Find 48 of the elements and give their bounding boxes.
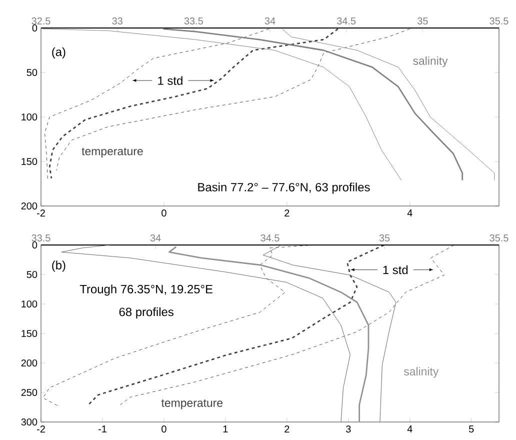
y-tick-label: 300	[21, 418, 38, 426]
x-tick-label: 3	[346, 426, 351, 433]
x2-tick-label: 34	[264, 17, 276, 24]
x2-tick-label: 35.5	[490, 17, 508, 24]
x2-tick-label: 35	[418, 17, 428, 24]
x2-tick-label: 35.5	[490, 234, 508, 242]
y-tick-label: 50	[26, 270, 38, 278]
x-tick-label: 2	[284, 210, 290, 216]
text: temperature	[161, 399, 223, 410]
text: salinity	[404, 367, 439, 378]
annotation: (a)	[52, 47, 66, 58]
x2-tick-label: 34.5	[337, 17, 356, 24]
x-tick-label: 4	[407, 210, 412, 216]
x2-tick-label: 35	[379, 234, 390, 242]
y-tick-label: 150	[22, 330, 38, 338]
x-tick-label: 0	[162, 426, 166, 433]
y-tick-label: 0	[32, 241, 38, 249]
x-tick-label: 4	[407, 426, 412, 432]
annotation: (b)	[52, 260, 66, 272]
annotation: Basin 77.2° – 77.6°N, 63 profiles	[198, 182, 370, 194]
text: salinity	[413, 56, 448, 68]
y-tick-label: 200	[21, 202, 38, 210]
x2-tick-label: 33	[112, 17, 122, 24]
y-tick-label: 100	[22, 113, 38, 121]
annotation: 1 std	[383, 265, 408, 274]
annotation: 1 std	[158, 76, 182, 85]
line-series	[48, 28, 339, 180]
x-tick-label: 5	[468, 426, 474, 432]
y-tick-label: 0	[32, 24, 38, 32]
x-tick-label: 2	[284, 426, 290, 432]
x-tick-label: -2	[37, 210, 45, 216]
x2-tick-label: 33.5	[32, 234, 50, 242]
x-tick-label: 0	[162, 210, 166, 217]
annotation: Trough 76.35°N, 19.25°E	[80, 284, 212, 296]
x-tick-label: -1	[98, 426, 106, 432]
y-tick-label: 250	[21, 388, 38, 396]
y-tick-label: 100	[22, 300, 38, 308]
y-tick-label: 200	[21, 359, 38, 367]
x2-tick-label: 33.5	[184, 17, 203, 24]
x2-tick-label: 34.5	[260, 234, 280, 242]
x-tick-label: -2	[37, 426, 45, 432]
x2-tick-label: 32.5	[32, 17, 50, 24]
x2-tick-label: 34	[150, 234, 161, 242]
annotation: 68 profiles	[119, 307, 174, 319]
y-tick-label: 150	[22, 158, 38, 166]
x-tick-label: 1	[223, 426, 228, 432]
series-label: temperature	[82, 148, 143, 158]
y-tick-label: 50	[26, 68, 38, 76]
